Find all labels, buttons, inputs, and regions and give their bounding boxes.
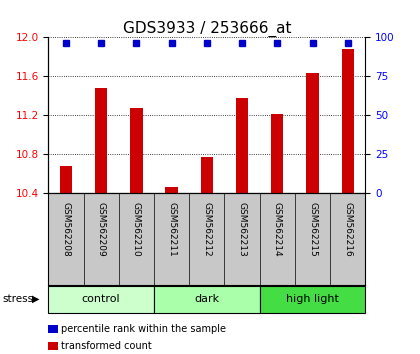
Text: dark: dark — [194, 294, 219, 304]
Bar — [201, 157, 213, 193]
Text: GSM562215: GSM562215 — [308, 202, 317, 257]
Bar — [95, 88, 108, 193]
Text: GSM562213: GSM562213 — [238, 202, 247, 257]
Text: GSM562216: GSM562216 — [343, 202, 352, 257]
Text: transformed count: transformed count — [61, 341, 152, 351]
Title: GDS3933 / 253666_at: GDS3933 / 253666_at — [123, 21, 291, 37]
Bar — [60, 166, 72, 193]
Bar — [154, 286, 260, 313]
Bar — [130, 108, 142, 193]
Text: stress: stress — [2, 294, 33, 304]
Text: high light: high light — [286, 294, 339, 304]
Text: GSM562209: GSM562209 — [97, 202, 106, 257]
Text: GSM562212: GSM562212 — [202, 202, 211, 257]
Text: GSM562211: GSM562211 — [167, 202, 176, 257]
Bar — [165, 187, 178, 193]
Text: GSM562214: GSM562214 — [273, 202, 282, 257]
Text: percentile rank within the sample: percentile rank within the sample — [61, 324, 226, 334]
Bar — [48, 286, 154, 313]
Bar — [271, 114, 284, 193]
Text: GSM562208: GSM562208 — [61, 202, 71, 257]
Text: control: control — [82, 294, 121, 304]
Bar — [260, 286, 365, 313]
Text: GSM562210: GSM562210 — [132, 202, 141, 257]
Bar — [306, 73, 319, 193]
Text: ▶: ▶ — [32, 294, 39, 304]
Bar — [236, 97, 248, 193]
Bar — [341, 49, 354, 193]
